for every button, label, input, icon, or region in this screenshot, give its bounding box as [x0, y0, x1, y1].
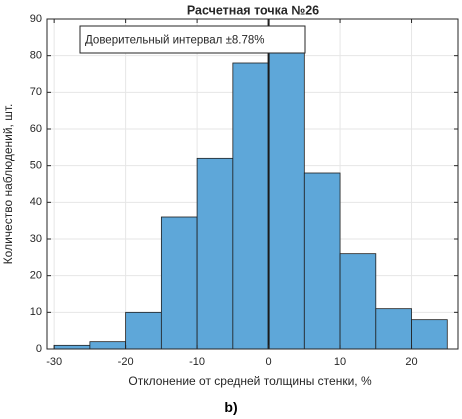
x-axis-label: Отклонение от средней толщины стенки, %	[128, 374, 372, 388]
y-tick-label: 30	[30, 233, 42, 245]
x-tick-label: -20	[118, 356, 134, 368]
y-tick-label: 60	[30, 123, 42, 135]
histogram-bar	[268, 25, 305, 350]
tick-labels: -30 -20 -10 0 10 20 0 10 20 30 40 50 60 70 80 90	[30, 13, 418, 368]
histogram-bar	[339, 253, 377, 350]
histogram-bar	[160, 216, 198, 350]
chart-title: Расчетная точка №26	[187, 3, 319, 17]
annotation-box: Доверительный интервал ±8.78%	[79, 25, 306, 54]
histogram-bar	[125, 311, 162, 350]
y-tick-label: 80	[30, 50, 42, 62]
y-tick-label: 70	[30, 86, 42, 98]
x-tick-label: -10	[189, 356, 205, 368]
x-tick-label: 0	[266, 356, 272, 368]
histogram-bar	[375, 308, 412, 350]
y-axis-label: Количество наблюдений, шт.	[1, 104, 15, 265]
axes	[46, 18, 459, 350]
y-tick-label: 0	[36, 343, 42, 355]
y-tick-label: 10	[30, 306, 42, 318]
plot-frame	[46, 18, 459, 350]
histogram-bar	[89, 341, 127, 350]
confidence-interval-label: Доверительный интервал ±8.78%	[85, 35, 265, 47]
x-tick-label: 20	[405, 356, 417, 368]
x-tick-label: -30	[46, 356, 62, 368]
y-tick-label: 40	[30, 196, 42, 208]
histogram-bar	[53, 344, 91, 350]
y-tick-label: 90	[30, 13, 42, 25]
histogram-bar	[303, 172, 341, 350]
histogram-bar	[411, 319, 448, 350]
panel-label: b)	[224, 399, 238, 415]
annotation-frame	[79, 25, 306, 54]
y-tick-label: 20	[30, 270, 42, 282]
histogram-bars	[53, 25, 448, 350]
histogram-bar	[232, 62, 269, 350]
y-tick-label: 50	[30, 160, 42, 172]
x-tick-label: 10	[334, 356, 346, 368]
histogram-bar	[196, 157, 234, 350]
